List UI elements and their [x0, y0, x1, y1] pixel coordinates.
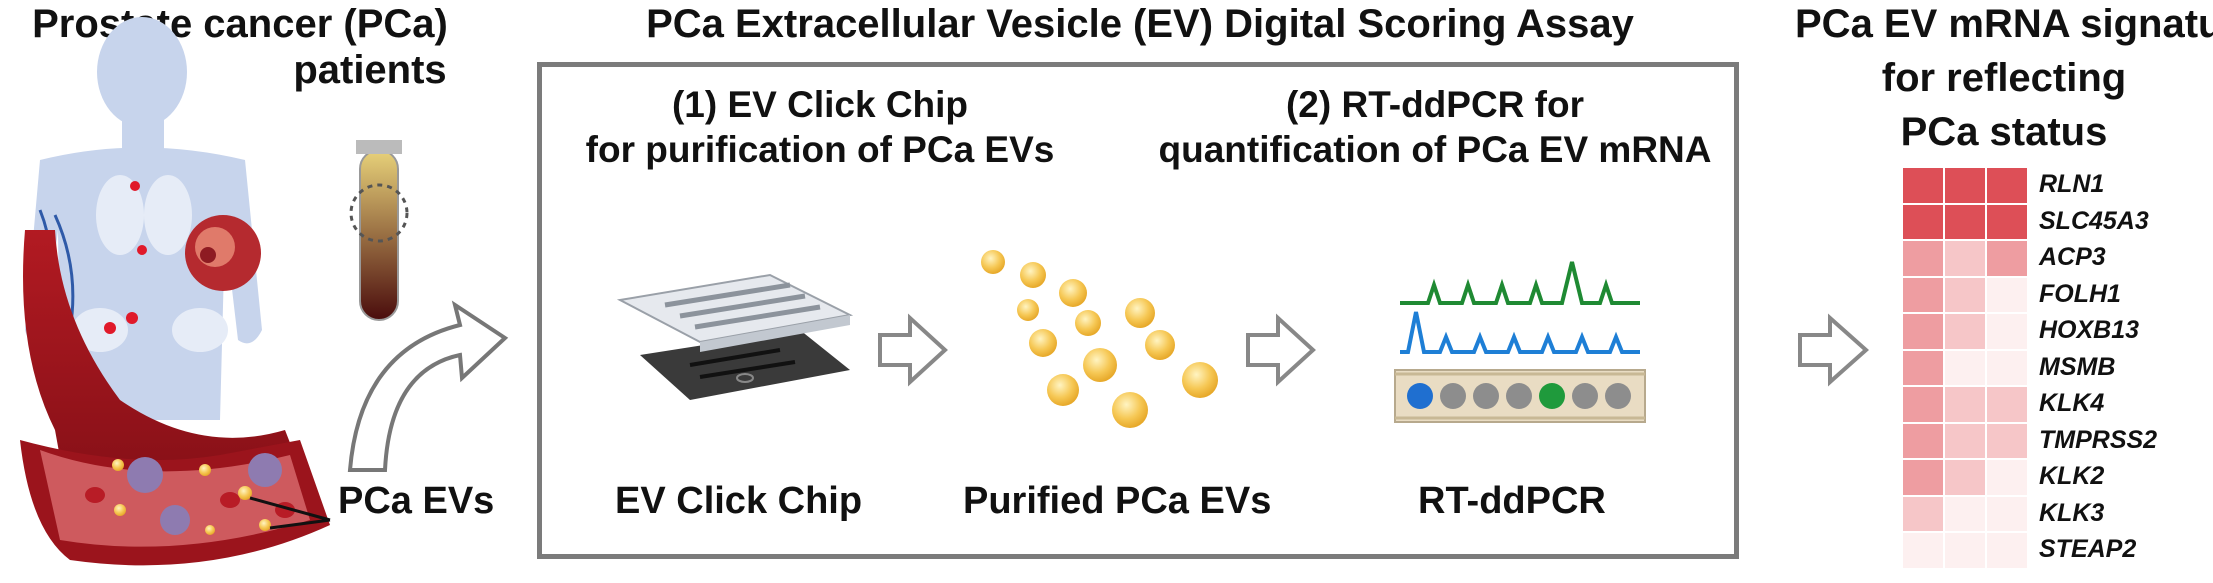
heatmap-cell — [1987, 533, 2027, 568]
step2-line2: quantification of PCa EV mRNA — [1158, 129, 1712, 170]
heatmap-cell — [1987, 387, 2027, 422]
ev-pointer-lines — [249, 496, 331, 530]
heatmap-cell — [1987, 277, 2027, 312]
heatmap-cell — [1945, 277, 1985, 312]
heatmap-cell — [1945, 496, 1985, 531]
block-arrow-3 — [1798, 313, 1870, 387]
heatmap-cell — [1945, 350, 1985, 385]
prostate-organ — [185, 215, 261, 291]
label-purified-evs: Purified PCa EVs — [963, 480, 1272, 522]
gene-label: SLC45A3 — [2039, 206, 2149, 235]
step1-line1: (1) EV Click Chip — [671, 84, 969, 125]
gene-label: TMPRSS2 — [2039, 425, 2158, 454]
heatmap-cell — [1903, 277, 1943, 312]
gene-label: HOXB13 — [2039, 316, 2140, 344]
patients-title-line1: Prostate cancer (PCa) — [32, 2, 448, 46]
heatmap-cell — [1903, 423, 1943, 458]
signatures-title-line2: for reflecting — [1881, 56, 2127, 100]
heatmap-cell — [1987, 423, 2027, 458]
heatmap-cell — [1945, 314, 1985, 349]
heatmap-cell — [1945, 241, 1985, 276]
heatmap-cell — [1903, 204, 1943, 239]
label-ev-click-chip: EV Click Chip — [615, 480, 863, 522]
label-rt-ddpcr: RT-ddPCR — [1418, 480, 1606, 522]
heatmap-cell — [1903, 241, 1943, 276]
gene-label: KLK3 — [2039, 498, 2105, 527]
heatmap-cell — [1945, 423, 1985, 458]
ddpcr-traces — [1400, 261, 1640, 354]
heatmap-cell — [1945, 168, 1985, 203]
heatmap-cell — [1945, 460, 1985, 495]
block-arrow-1 — [878, 313, 948, 387]
heatmap-cell — [1903, 168, 1943, 203]
patients-title-line2: patients — [293, 48, 447, 92]
gene-label: STEAP2 — [2039, 535, 2137, 563]
gene-label: ACP3 — [2039, 243, 2106, 271]
gene-label: FOLH1 — [2039, 279, 2121, 308]
curved-arrow — [347, 300, 509, 472]
gene-label: RLN1 — [2039, 170, 2105, 198]
heatmap-cell — [1987, 460, 2027, 495]
heatmap-cell — [1987, 314, 2027, 349]
heatmap-cell — [1987, 204, 2027, 239]
heatmap-cell — [1987, 496, 2027, 531]
block-arrow-2 — [1246, 313, 1316, 387]
droplet-channel — [1394, 369, 1646, 423]
heatmap-cell — [1945, 387, 1985, 422]
heatmap-cell — [1903, 533, 1943, 568]
purified-evs — [981, 250, 1218, 428]
gene-label: MSMB — [2039, 352, 2116, 381]
step2-line1: (2) RT-ddPCR for — [1285, 84, 1585, 125]
heatmap-cell — [1945, 204, 1985, 239]
heatmap-cell — [1987, 350, 2027, 385]
ev-click-chip — [616, 273, 854, 400]
heatmap-cell — [1987, 241, 2027, 276]
blood-vessel — [20, 230, 330, 566]
heatmap-cell — [1903, 314, 1943, 349]
ev-label: PCa EVs — [338, 480, 495, 522]
heatmap-cell — [1903, 387, 1943, 422]
signatures-title-line1: PCa EV mRNA signatures — [1795, 2, 2213, 46]
blood-tube — [349, 140, 409, 321]
heatmap-cell — [1945, 533, 1985, 568]
assay-box — [537, 62, 1739, 559]
heatmap-cell — [1903, 460, 1943, 495]
assay-title: PCa Extracellular Vesicle (EV) Digital S… — [646, 2, 1634, 46]
organ-markers — [72, 175, 228, 352]
heatmap-cell — [1903, 496, 1943, 531]
heatmap-cell — [1987, 168, 2027, 203]
step1-line2: for purification of PCa EVs — [585, 129, 1055, 170]
heatmap-cell — [1903, 350, 1943, 385]
gene-label: KLK2 — [2039, 462, 2105, 490]
signatures-title-line3: PCa status — [1900, 110, 2108, 154]
gene-label: KLK4 — [2039, 389, 2105, 417]
